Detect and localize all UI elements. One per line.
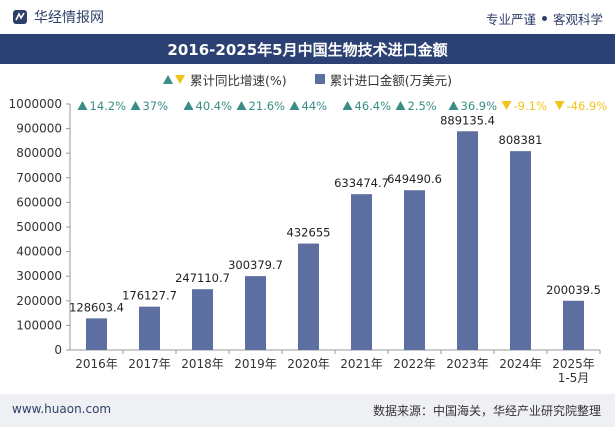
growth-up-icon	[342, 101, 353, 110]
bar-value-label: 128603.4	[69, 300, 124, 314]
y-tick-label: 800000	[16, 146, 62, 160]
footer: www.huaon.com 数据来源：中国海关，华经产业研究院整理	[0, 394, 615, 427]
x-tick-label: 2021年	[340, 357, 383, 371]
y-tick-label: 1000000	[9, 97, 62, 111]
bar	[404, 190, 425, 350]
growth-up-icon	[183, 101, 194, 110]
bar-value-label: 247110.7	[175, 271, 230, 285]
x-tick-label: 2017年	[128, 357, 171, 371]
growth-value-label: 2.5%	[408, 99, 437, 113]
y-tick-label: 100000	[16, 318, 62, 332]
growth-down-icon	[501, 101, 512, 110]
x-tick-label-line: 1-5月	[558, 371, 590, 385]
x-tick-label: 2022年	[393, 357, 436, 371]
x-tick-label-line: 2025年	[552, 357, 595, 371]
x-tick-label-line: 2023年	[446, 357, 489, 371]
x-tick-label: 2016年	[75, 357, 118, 371]
growth-up-icon	[130, 101, 141, 110]
tagline: 专业严谨 客观科学	[486, 9, 603, 28]
triangle-down-icon	[175, 74, 186, 84]
x-tick-label: 2019年	[234, 357, 277, 371]
growth-up-icon	[236, 101, 247, 110]
footer-source: 数据来源：中国海关，华经产业研究院整理	[372, 404, 601, 418]
growth-value-label: 14.2%	[90, 99, 127, 113]
legend-label-amount: 累计进口金额(万美元)	[329, 72, 452, 88]
y-tick-label: 900000	[16, 122, 62, 136]
footer-website: www.huaon.com	[12, 402, 112, 416]
x-tick-label-line: 2022年	[393, 357, 436, 371]
x-tick-label: 2020年	[287, 357, 330, 371]
bar	[351, 194, 372, 350]
bar	[298, 243, 319, 350]
x-tick-label-line: 2020年	[287, 357, 330, 371]
x-tick-label: 2025年 1-5月	[552, 357, 595, 385]
growth-up-icon	[448, 101, 459, 110]
top-bar: 华经情报网 专业严谨 客观科学	[0, 0, 615, 34]
growth-value-label: -9.1%	[514, 99, 547, 113]
bar	[245, 276, 266, 350]
growth-up-icon	[395, 101, 406, 110]
tagline-left: 专业严谨	[485, 12, 536, 27]
y-tick-label: 400000	[16, 245, 62, 259]
growth-value-label: 44%	[302, 99, 328, 113]
x-tick-label: 2023年	[446, 357, 489, 371]
bar-value-label: 649490.6	[387, 172, 442, 186]
x-tick-label-line: 2024年	[499, 357, 542, 371]
growth-value-label: -46.9%	[567, 99, 608, 113]
x-tick-label-line: 2016年	[75, 357, 118, 371]
growth-value-label: 37%	[143, 99, 169, 113]
y-tick-label: 700000	[16, 171, 62, 185]
bar	[192, 289, 213, 350]
growth-value-label: 40.4%	[196, 99, 233, 113]
bar-value-label: 176127.7	[122, 289, 177, 303]
brand: 华经情报网	[12, 8, 104, 26]
growth-up-icon	[77, 101, 88, 110]
bar-value-label: 300379.7	[228, 258, 283, 272]
bar	[86, 318, 107, 350]
bar	[510, 151, 531, 350]
y-tick-label: 500000	[16, 220, 62, 234]
x-tick-label: 2024年	[499, 357, 542, 371]
growth-value-label: 46.4%	[355, 99, 392, 113]
y-tick-label: 300000	[16, 269, 62, 283]
tagline-right: 客观科学	[552, 12, 603, 27]
bar-value-label: 808381	[499, 133, 543, 147]
bar	[139, 306, 160, 350]
growth-up-icon	[289, 101, 300, 110]
bar-chart: 0 100000 200000 300000 400000 500000 600000 700…	[9, 97, 608, 385]
growth-down-icon	[554, 101, 565, 110]
triangle-up-icon	[163, 74, 174, 84]
x-tick-label-line: 2019年	[234, 357, 277, 371]
growth-value-label: 36.9%	[461, 99, 498, 113]
legend-item-amount: 累计进口金额(万美元)	[314, 70, 452, 89]
y-tick-label: 600000	[16, 195, 62, 209]
y-tick-label: 0	[54, 343, 62, 357]
x-tick-label-line: 2018年	[181, 357, 224, 371]
bar-value-label: 889135.4	[440, 113, 495, 127]
legend-item-growth: 累计同比增速(%)	[163, 70, 287, 89]
x-tick-label-line: 2021年	[340, 357, 383, 371]
bar	[457, 131, 478, 350]
growth-value-label: 21.6%	[249, 99, 286, 113]
tagline-dot-icon	[541, 16, 547, 21]
x-tick-label-line: 2017年	[128, 357, 171, 371]
legend-label-growth: 累计同比增速(%)	[190, 72, 287, 88]
brand-logo-icon	[13, 10, 27, 24]
bar	[563, 300, 584, 350]
brand-name: 华经情报网	[34, 10, 104, 26]
y-tick-label: 200000	[16, 294, 62, 308]
bar-value-label: 200039.5	[546, 283, 601, 297]
chart-title: 2016-2025年5月中国生物技术进口金额	[0, 34, 615, 64]
x-tick-label: 2018年	[181, 357, 224, 371]
chart-legend: 累计同比增速(%) 累计进口金额(万美元)	[0, 68, 615, 90]
bar-value-label: 432655	[287, 226, 331, 240]
bar-value-label: 633474.7	[334, 176, 389, 190]
legend-swatch-bar	[314, 74, 325, 84]
